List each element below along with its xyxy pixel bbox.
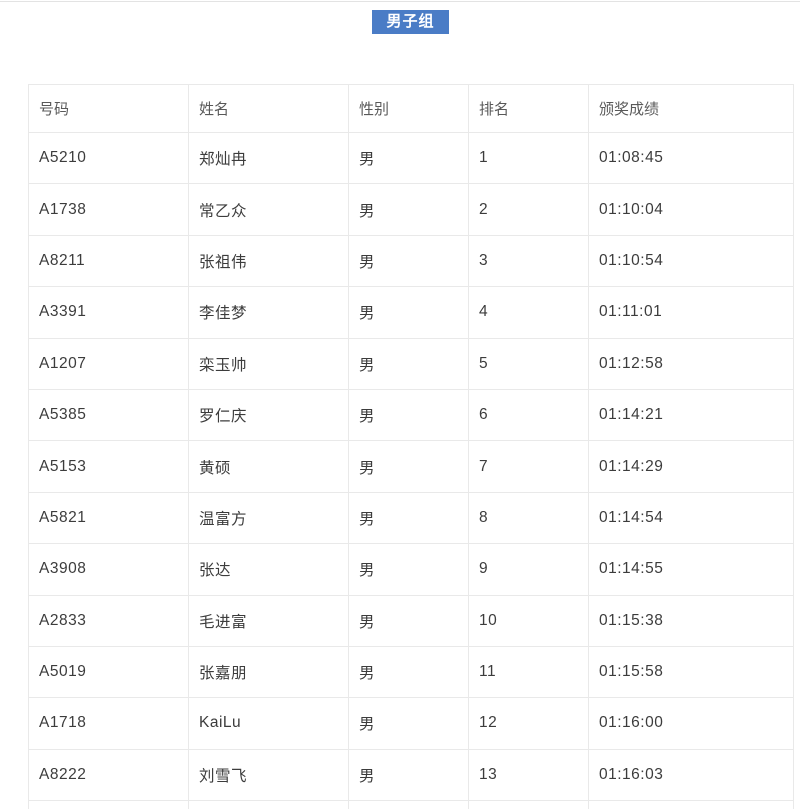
cell-gender: 男 — [348, 234, 469, 288]
table-row: A3391 李佳梦男 4 01:11:01 — [28, 286, 794, 339]
cell-number: A3391 — [28, 286, 189, 339]
cell-rank-empty — [468, 800, 589, 809]
cell-result: 01:11:01 — [588, 286, 794, 339]
cell-rank: 4 — [468, 286, 589, 339]
cell-gender: 男 — [348, 748, 469, 802]
cell-result: 01:12:58 — [588, 337, 794, 390]
cell-name: 刘雪飞 — [188, 748, 349, 802]
cell-name: 张嘉朋 — [188, 645, 349, 699]
cell-rank: 7 — [468, 440, 589, 493]
cell-result: 01:14:54 — [588, 491, 794, 545]
cell-name-empty — [188, 800, 349, 809]
column-header-gender: 性别 — [348, 84, 469, 133]
cell-name: 温富方 — [188, 491, 349, 545]
cell-gender: 男 — [348, 337, 469, 390]
cell-number: A5821 — [28, 491, 189, 545]
table-row: A5019 张嘉朋男 11 01:15:58 — [28, 645, 794, 699]
cell-rank: 10 — [468, 594, 589, 647]
cell-result: 01:10:04 — [588, 183, 794, 236]
cell-result: 01:15:58 — [588, 645, 794, 699]
cell-name: 郑灿冉 — [188, 131, 349, 185]
table-body: A5210 郑灿冉男 1 01:08:45 A1738 常乙众男 2 01:10:04 A821… — [28, 131, 794, 809]
cell-gender: 男 — [348, 286, 469, 339]
cell-gender: 男 — [348, 183, 469, 236]
cell-number: A3908 — [28, 543, 189, 596]
cell-number: A2833 — [28, 594, 189, 647]
cell-name: 罗仁庆 — [188, 388, 349, 442]
cell-gender: 男 — [348, 594, 469, 647]
cell-rank: 6 — [468, 388, 589, 442]
cell-gender: 男 — [348, 491, 469, 545]
cell-number: A8222 — [28, 748, 189, 802]
cell-gender: 男 — [348, 388, 469, 442]
table-row: A1718 KaiLu 男 12 01:16:00 — [28, 697, 794, 750]
table-row: A5210 郑灿冉男 1 01:08:45 — [28, 131, 794, 185]
cell-gender-empty — [348, 800, 469, 809]
table-row: A5385 罗仁庆男 6 01:14:21 — [28, 388, 794, 442]
cell-result: 01:08:45 — [588, 131, 794, 185]
results-table: 号码 姓名 性别 排名 颁奖成绩 A5210 郑灿冉男 1 01:08:45 A1738 常乙众男… — [28, 84, 794, 809]
top-divider — [0, 1, 800, 2]
cell-number: A5210 — [28, 131, 189, 185]
cell-name: 李佳梦 — [188, 286, 349, 339]
cell-result: 01:14:21 — [588, 388, 794, 442]
cell-number: A1207 — [28, 337, 189, 390]
cell-number: A5385 — [28, 388, 189, 442]
table-header-row: 号码 姓名 性别 排名 颁奖成绩 — [28, 84, 794, 133]
table-row: A5153 黄硕男 7 01:14:29 — [28, 440, 794, 493]
table-row: A5821 温富方男 8 01:14:54 — [28, 491, 794, 545]
cell-result: 01:14:55 — [588, 543, 794, 596]
cell-rank: 5 — [468, 337, 589, 390]
cell-number: A1738 — [28, 183, 189, 236]
cell-gender: 男 — [348, 440, 469, 493]
cell-gender: 男 — [348, 543, 469, 596]
cell-rank: 1 — [468, 131, 589, 185]
table-row: A1207 栾玉帅男 5 01:12:58 — [28, 337, 794, 390]
column-header-rank: 排名 — [468, 84, 589, 133]
cell-rank: 3 — [468, 234, 589, 288]
table-row: A1738 常乙众男 2 01:10:04 — [28, 183, 794, 236]
cell-rank: 2 — [468, 183, 589, 236]
column-header-number: 号码 — [28, 84, 189, 133]
cell-name: 张达 — [188, 543, 349, 596]
cell-gender: 男 — [348, 645, 469, 699]
cell-rank: 12 — [468, 697, 589, 750]
cell-rank: 13 — [468, 748, 589, 802]
cell-name: 张祖伟 — [188, 234, 349, 288]
cell-result: 01:10:54 — [588, 234, 794, 288]
cell-gender: 男 — [348, 697, 469, 750]
table-row: A3908 张达男 9 01:14:55 — [28, 543, 794, 596]
table-row: A8222 刘雪飞男 13 01:16:03 — [28, 748, 794, 802]
table-row: A8211 张祖伟男 3 01:10:54 — [28, 234, 794, 288]
cell-result: 01:16:00 — [588, 697, 794, 750]
cell-result: 01:14:29 — [588, 440, 794, 493]
cell-number: A5019 — [28, 645, 189, 699]
cell-rank: 8 — [468, 491, 589, 545]
cell-result: 01:16:03 — [588, 748, 794, 802]
cell-name: 毛进富 — [188, 594, 349, 647]
group-badge-container: 男子组 — [28, 10, 793, 34]
cell-rank: 9 — [468, 543, 589, 596]
column-header-name: 姓名 — [188, 84, 349, 133]
table-row: A2833 毛进富男 10 01:15:38 — [28, 594, 794, 647]
group-badge: 男子组 — [372, 10, 449, 34]
column-header-result: 颁奖成绩 — [588, 84, 794, 133]
cell-name: 栾玉帅 — [188, 337, 349, 390]
cell-rank: 11 — [468, 645, 589, 699]
table-row-partial — [28, 800, 794, 809]
cell-result: 01:15:38 — [588, 594, 794, 647]
cell-name: 常乙众 — [188, 183, 349, 236]
cell-gender: 男 — [348, 131, 469, 185]
cell-number: A1718 — [28, 697, 189, 750]
cell-number-empty — [28, 800, 189, 809]
cell-number: A5153 — [28, 440, 189, 493]
cell-name: 黄硕 — [188, 440, 349, 493]
cell-number: A8211 — [28, 234, 189, 288]
cell-result-empty — [588, 800, 794, 809]
cell-name: KaiLu — [188, 697, 349, 750]
